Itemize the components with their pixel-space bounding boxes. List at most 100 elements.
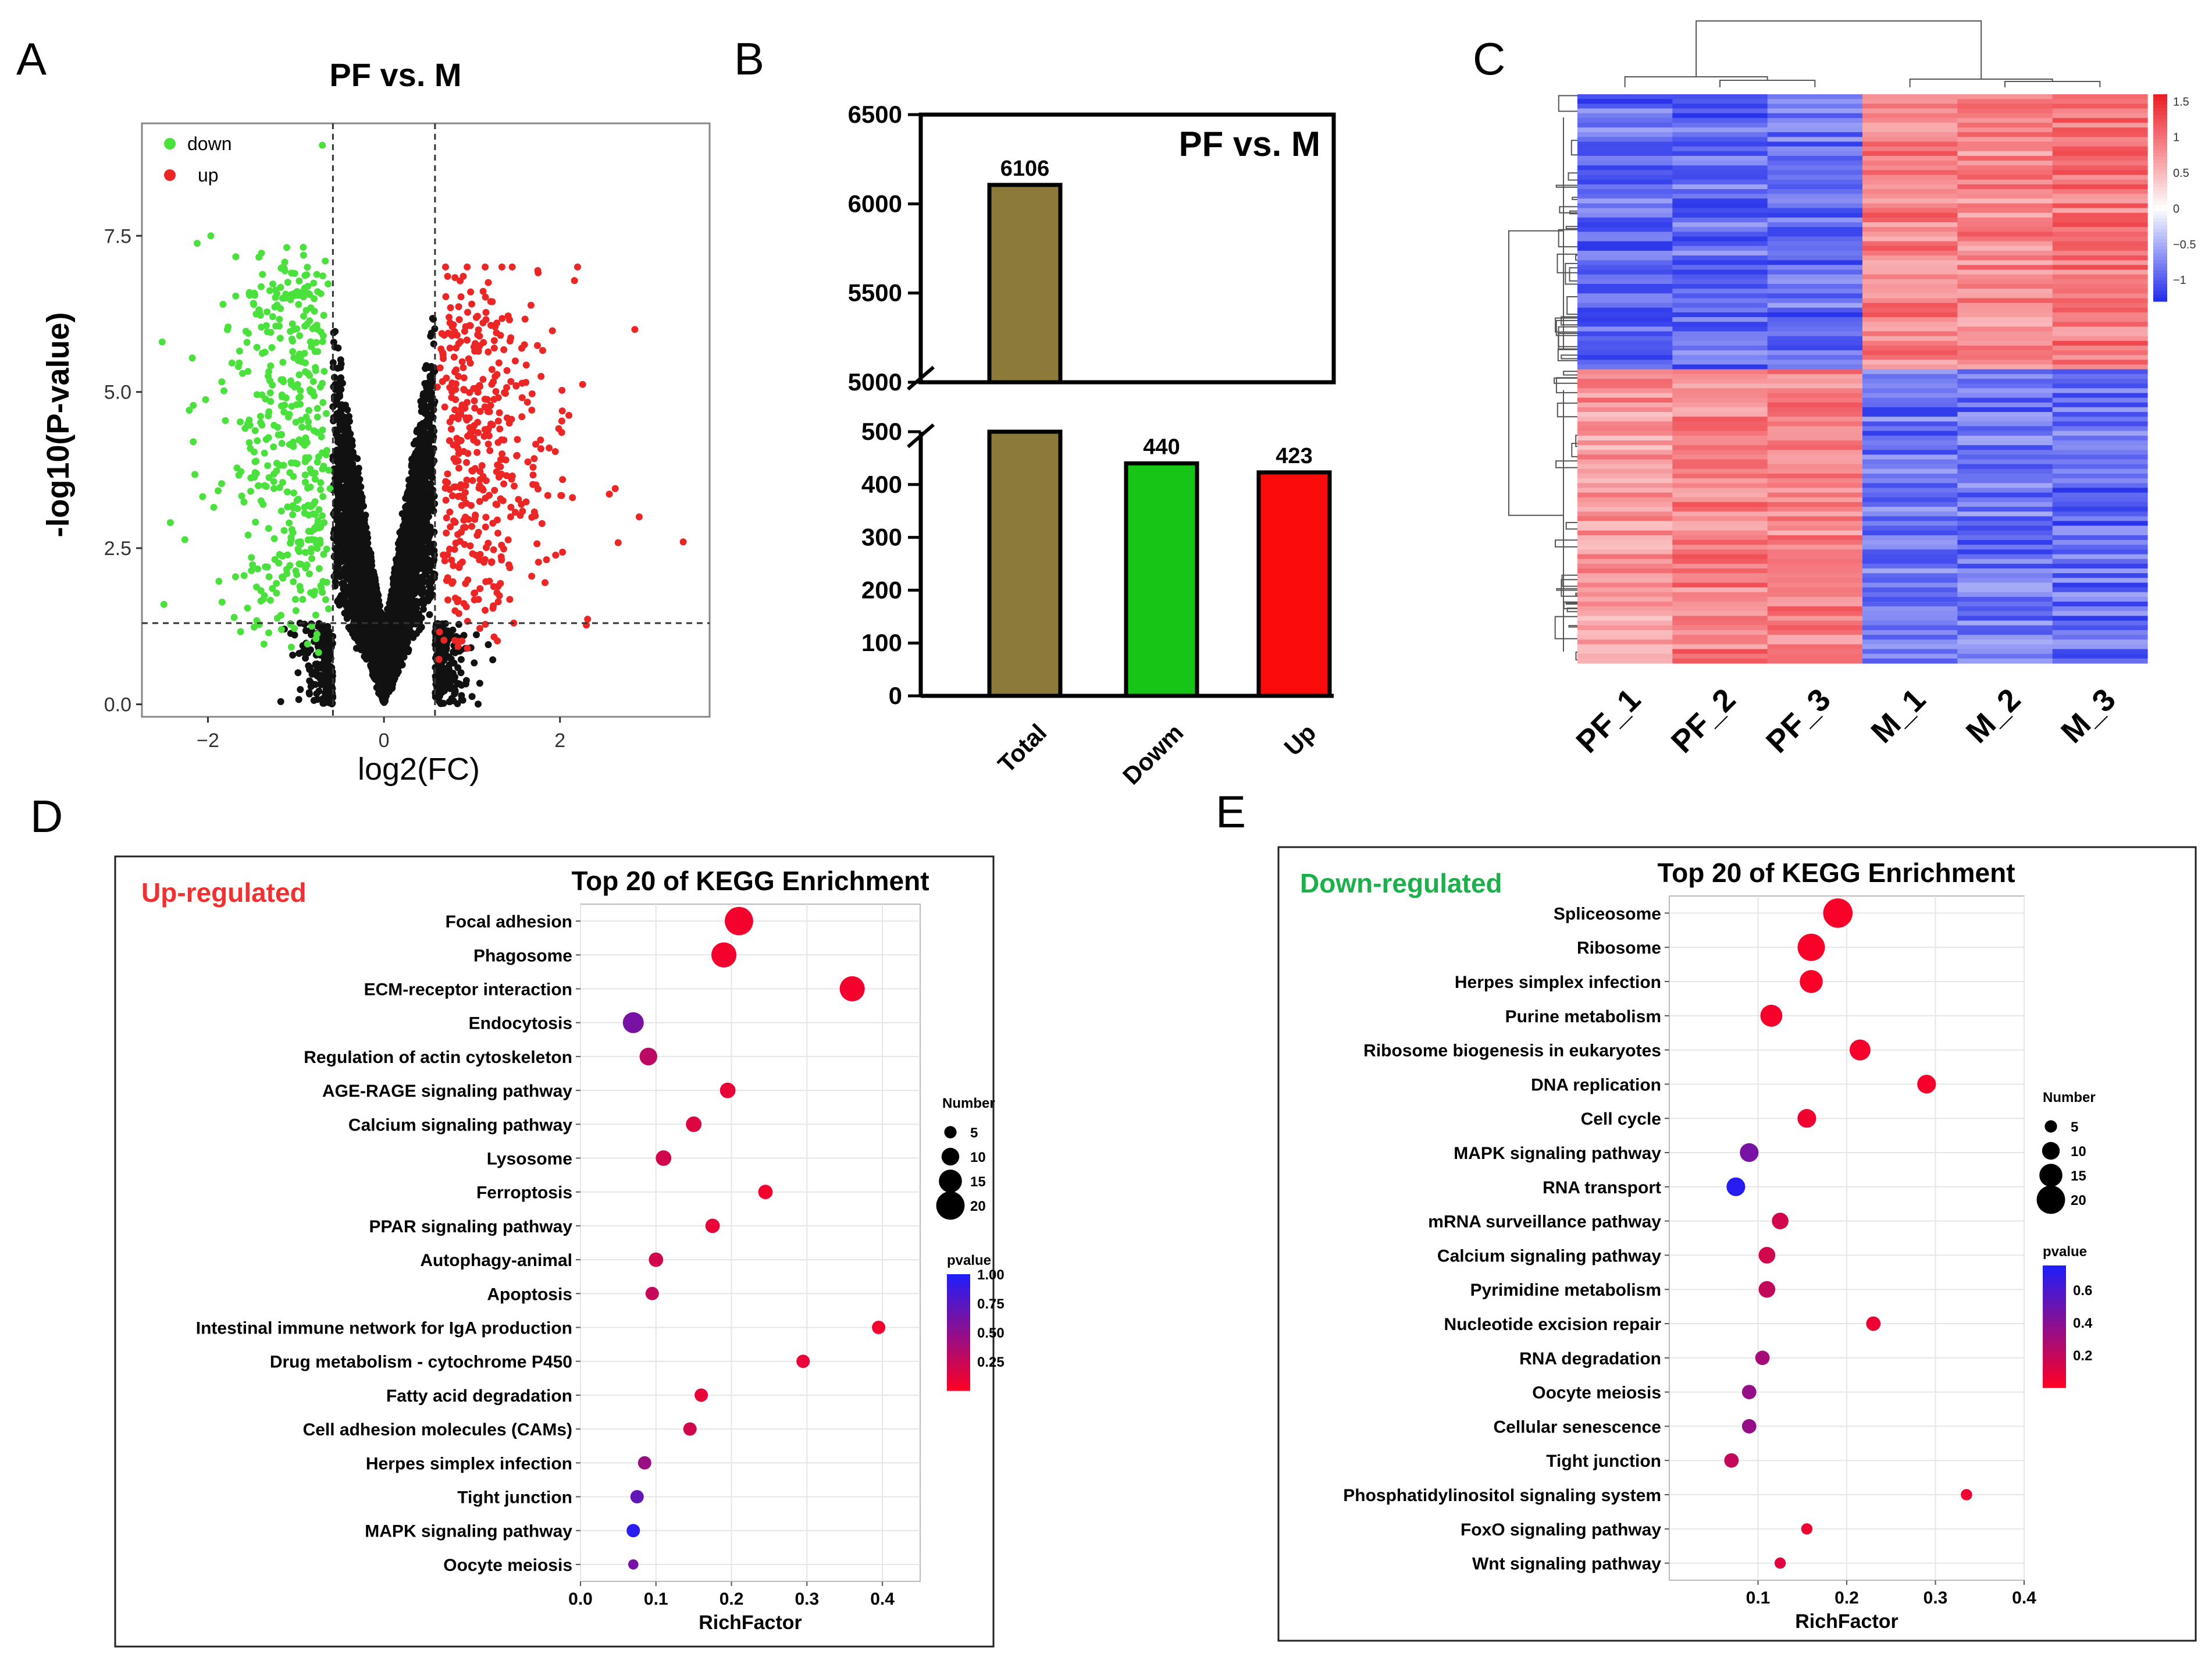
volcano-point-ns (351, 534, 358, 541)
panel-letter-c: C (1473, 33, 1505, 84)
volcano-point-ns (425, 364, 433, 371)
volcano-point-ns (333, 546, 340, 554)
volcano-point-ns (321, 660, 329, 668)
volcano-point-ns (295, 696, 302, 703)
volcano-point-ns (421, 380, 429, 387)
volcano-point-ns (333, 482, 340, 489)
volcano-point-ns (426, 611, 433, 618)
volcano-point-ns (457, 669, 465, 677)
volcano-point-ns (451, 673, 459, 681)
volcano-point-ns (337, 356, 344, 364)
volcano-point-ns (297, 686, 304, 694)
volcano-point-ns (425, 539, 433, 547)
volcano-point-ns (454, 664, 462, 671)
volcano-point-ns (408, 469, 415, 477)
volcano-point-ns (416, 565, 424, 573)
volcano-point-ns (344, 599, 351, 606)
volcano-point-ns (428, 376, 435, 384)
volcano-point-ns (468, 693, 476, 701)
volcano-point-ns (404, 495, 411, 502)
volcano-point-ns (426, 505, 434, 513)
volcano-point-ns (428, 394, 435, 401)
volcano-point-ns (425, 545, 433, 553)
volcano-point-ns (330, 339, 337, 346)
volcano-point-ns (336, 511, 344, 519)
volcano-point-ns (447, 655, 455, 663)
volcano-point-ns (329, 359, 337, 367)
volcano-point-ns (485, 641, 492, 648)
volcano-point-ns (414, 519, 422, 527)
panel-letter-d: D (30, 791, 63, 842)
volcano-point-ns (413, 581, 420, 588)
volcano-point-ns (423, 527, 430, 535)
volcano-point-ns (476, 680, 483, 687)
volcano-point-ns (361, 532, 368, 539)
volcano-point-ns (343, 615, 351, 622)
volcano-point-ns (416, 442, 423, 449)
volcano-point-ns (416, 428, 424, 435)
volcano-point-ns (312, 681, 319, 688)
volcano-point-ns (344, 406, 351, 414)
volcano-point-ns (310, 696, 318, 704)
volcano-point-ns (402, 522, 409, 530)
volcano-point-ns (425, 513, 432, 520)
volcano-point-ns (455, 621, 462, 628)
volcano-point-ns (295, 650, 303, 657)
volcano-point-ns (337, 598, 344, 605)
volcano-point-ns (350, 464, 357, 471)
volcano-point-ns (306, 690, 313, 698)
volcano-point-ns (430, 445, 437, 453)
volcano-point-ns (489, 656, 497, 663)
volcano-point-ns (289, 652, 297, 659)
volcano-point-ns (351, 627, 358, 635)
volcano-point-ns (475, 701, 482, 708)
volcano-point-ns (343, 453, 351, 461)
panel-letter-e: E (1216, 786, 1246, 837)
volcano-point-ns (416, 421, 424, 429)
volcano-point-ns (318, 673, 325, 680)
volcano-point-ns (418, 597, 426, 605)
volcano-point-ns (306, 677, 314, 685)
volcano-point-ns (374, 591, 382, 598)
volcano-point-ns (419, 585, 426, 593)
volcano-point-ns (346, 443, 354, 451)
volcano-point-ns (396, 537, 404, 545)
volcano-point-ns (302, 627, 309, 634)
volcano-point-ns (455, 680, 463, 688)
volcano-point-ns (305, 662, 312, 670)
panel-letter-a: A (16, 33, 47, 84)
volcano-point-ns (419, 606, 427, 613)
volcano-point-ns (427, 593, 434, 600)
volcano-point-ns (354, 492, 361, 500)
volcano-point-ns (403, 502, 411, 510)
volcano-point-ns (462, 680, 469, 688)
volcano-point-ns (422, 496, 430, 503)
volcano-point-ns (334, 344, 342, 352)
volcano-point-ns (471, 659, 478, 667)
volcano-point-ns (294, 669, 302, 677)
volcano-point-ns (429, 474, 436, 481)
volcano-point-ns (328, 669, 336, 676)
volcano-point-ns (423, 557, 431, 564)
volcano-points (158, 141, 687, 708)
volcano-point-ns (413, 497, 421, 504)
volcano-point-ns (302, 655, 309, 662)
volcano-point-ns (344, 539, 351, 547)
volcano-point-ns (458, 692, 465, 699)
volcano-point-ns (440, 699, 447, 707)
panel-letter-b: B (734, 33, 764, 84)
volcano-point-ns (291, 631, 298, 639)
volcano-plot: −2 0 20.02.55.07.5 PF vs. M log2(FC) -log1… (41, 56, 711, 787)
volcano-point-ns (334, 364, 341, 372)
volcano-point-ns (415, 626, 423, 634)
volcano-point-ns (415, 490, 422, 497)
volcano-point-ns (301, 620, 308, 628)
volcano-point-ns (333, 446, 341, 454)
volcano-point-ns (334, 382, 341, 390)
volcano-point-ns (443, 645, 450, 652)
volcano-point-ns (313, 690, 320, 698)
volcano-point-ns (351, 608, 358, 616)
volcano-point-ns (454, 700, 461, 707)
volcano-point-ns (457, 656, 465, 663)
